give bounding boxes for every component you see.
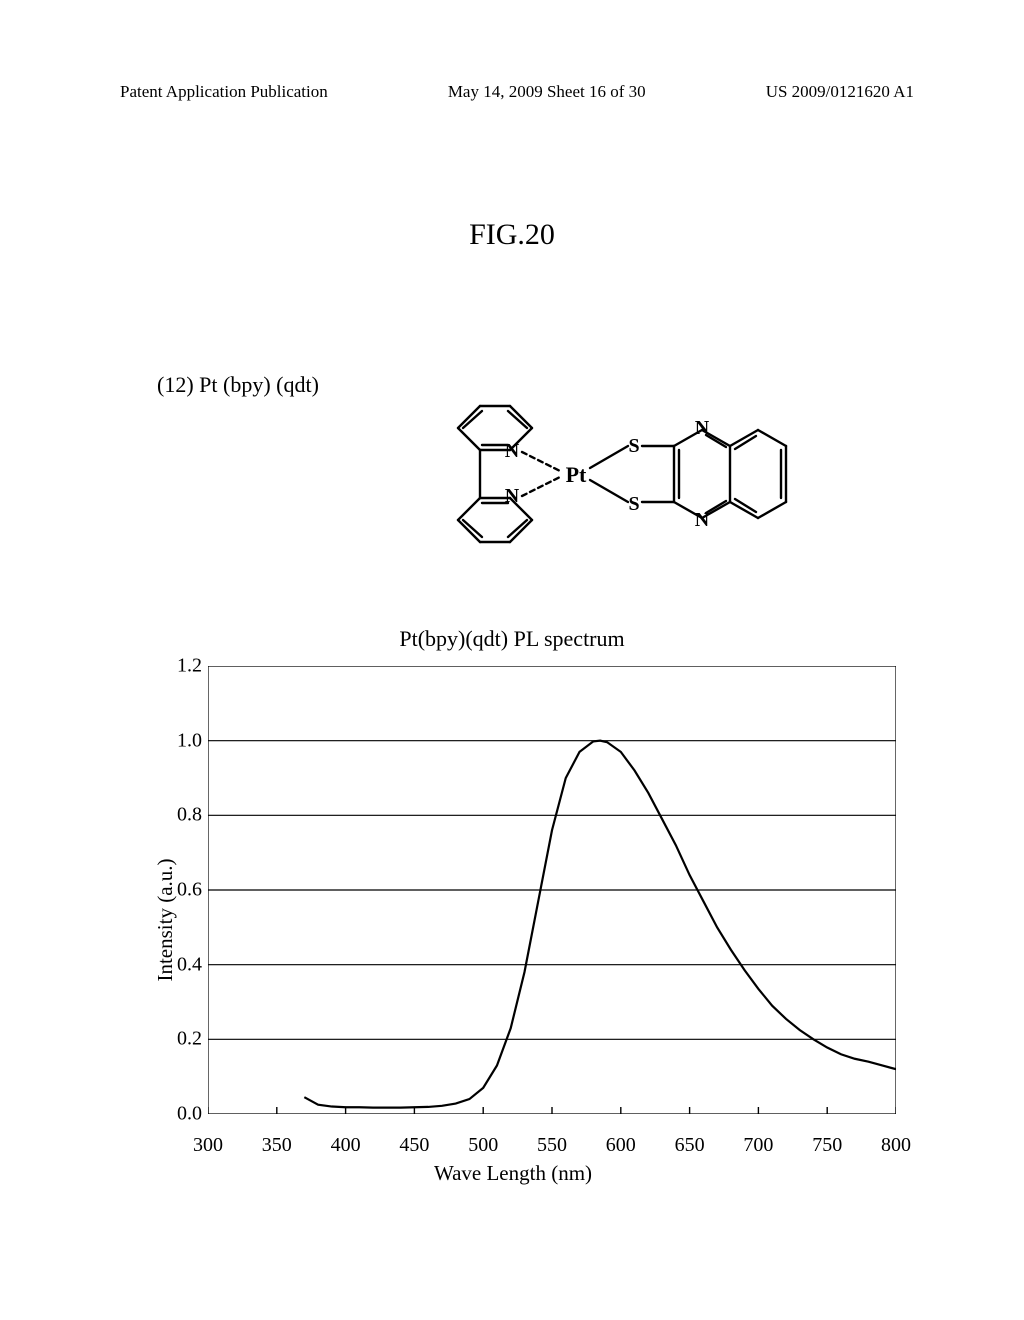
x-tick-label: 350: [262, 1134, 292, 1157]
molecule-svg: N N Pt S S N N: [430, 390, 810, 560]
chart-title: Pt(bpy)(qdt) PL spectrum: [0, 626, 1024, 652]
figure-title: FIG.20: [0, 218, 1024, 252]
y-tick-label: 0.4: [177, 953, 202, 976]
y-tick-label: 1.2: [177, 655, 202, 678]
atom-n-label: N: [695, 417, 710, 439]
y-tick-label: 0.0: [177, 1103, 202, 1126]
y-tick-label: 1.0: [177, 729, 202, 752]
x-tick-label: 750: [812, 1134, 842, 1157]
x-tick-label: 800: [881, 1134, 911, 1157]
y-axis-label: Intensity (a.u.): [153, 858, 178, 981]
atom-n-label: N: [695, 509, 710, 531]
x-axis-label: Wave Length (nm): [434, 1161, 592, 1186]
pl-spectrum-chart: Intensity (a.u.) Wave Length (nm) 0.00.2…: [118, 660, 908, 1180]
y-tick-label: 0.8: [177, 804, 202, 827]
atom-pt-label: Pt: [566, 462, 587, 487]
atom-s-label: S: [628, 435, 639, 457]
atom-n-label: N: [505, 485, 520, 507]
atom-n-label: N: [505, 440, 520, 462]
x-tick-label: 600: [606, 1134, 636, 1157]
x-tick-label: 550: [537, 1134, 567, 1157]
plot-area: [208, 666, 896, 1114]
x-tick-label: 450: [399, 1134, 429, 1157]
header-center: May 14, 2009 Sheet 16 of 30: [448, 82, 646, 102]
x-tick-label: 300: [193, 1134, 223, 1157]
header-left: Patent Application Publication: [120, 82, 328, 102]
y-tick-label: 0.2: [177, 1028, 202, 1051]
compound-label: (12) Pt (bpy) (qdt): [157, 372, 319, 398]
header-right: US 2009/0121620 A1: [766, 82, 914, 102]
page-header: Patent Application Publication May 14, 2…: [0, 82, 1024, 102]
x-tick-label: 650: [675, 1134, 705, 1157]
x-tick-label: 700: [743, 1134, 773, 1157]
molecule-structure: N N Pt S S N N: [430, 390, 810, 560]
atom-s-label: S: [628, 493, 639, 515]
x-tick-label: 500: [468, 1134, 498, 1157]
x-tick-label: 400: [331, 1134, 361, 1157]
y-tick-label: 0.6: [177, 879, 202, 902]
